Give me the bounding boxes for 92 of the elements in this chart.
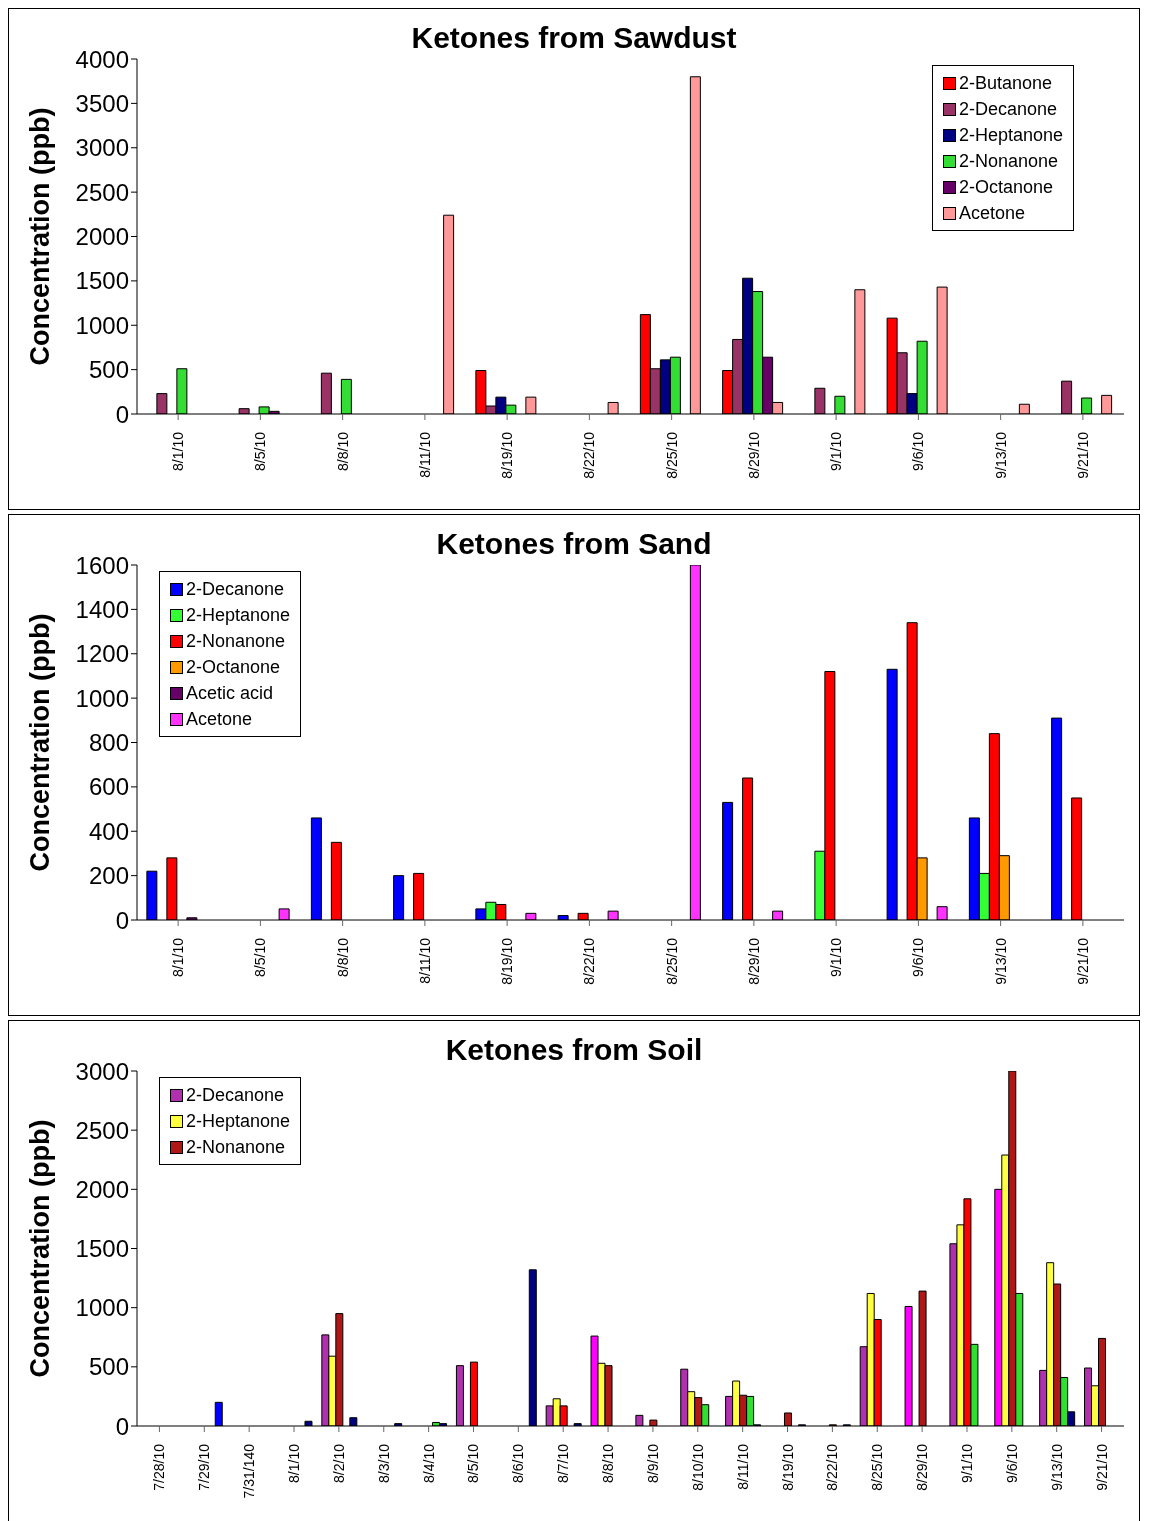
chart-title: Ketones from Soil: [445, 1033, 703, 1066]
y-tick-label: 2000: [75, 223, 129, 251]
y-tick-label: 1000: [75, 684, 129, 712]
y-axis-title: Concentration (ppb): [24, 1119, 55, 1378]
y-tick-label: 2500: [75, 1116, 129, 1144]
y-tick-label: 0: [115, 400, 129, 428]
x-tick-label: 8/11/10: [416, 937, 433, 984]
y-tick-label: 1400: [75, 595, 129, 623]
x-tick-label: 9/6/10: [910, 431, 927, 471]
x-tick-label: 8/29/10: [745, 937, 762, 985]
x-tick-label: 8/5/10: [252, 937, 269, 977]
x-tick-label: 7/31/140: [241, 1443, 258, 1499]
x-tick-label: 8/1/10: [286, 1443, 303, 1483]
y-tick-label: 2500: [75, 178, 129, 206]
y-tick-label: 1000: [75, 1294, 129, 1322]
x-tick-label: 9/1/10: [828, 937, 845, 977]
legend-label: 2-Butanone: [958, 72, 1052, 95]
legend-label: 2-Nonanone: [958, 150, 1058, 173]
x-tick-label: 8/11/10: [734, 1443, 751, 1490]
legend-label: 2-Decanone: [958, 98, 1057, 121]
x-tick-label: 8/5/10: [465, 1443, 482, 1483]
y-tick-label: 3000: [75, 1057, 129, 1085]
x-tick-label: 8/25/10: [663, 431, 680, 479]
y-tick-label: 600: [88, 773, 129, 801]
legend-label: Acetone: [186, 708, 253, 731]
x-tick-label: 9/13/10: [1048, 1443, 1065, 1491]
x-tick-label: 8/19/10: [779, 1443, 796, 1491]
x-tick-label: 8/6/10: [510, 1443, 527, 1483]
legend-label: Acetone: [958, 202, 1025, 225]
x-tick-label: 8/10/10: [689, 1443, 706, 1491]
x-tick-label: 8/8/10: [334, 431, 351, 471]
x-tick-label: 8/2/10: [330, 1443, 347, 1483]
x-tick-label: 8/22/10: [824, 1443, 841, 1491]
y-tick-label: 1000: [75, 311, 129, 339]
x-tick-label: 8/1/10: [170, 431, 187, 471]
x-tick-label: 9/6/10: [1003, 1443, 1020, 1483]
y-tick-label: 0: [115, 1412, 129, 1440]
y-tick-label: 0: [115, 906, 129, 934]
x-tick-label: 8/4/10: [420, 1443, 437, 1483]
y-tick-label: 1500: [75, 267, 129, 295]
x-tick-label: 7/29/10: [196, 1443, 213, 1491]
x-tick-label: 8/29/10: [914, 1443, 931, 1491]
x-tick-label: 9/1/10: [958, 1443, 975, 1483]
legend-label: 2-Heptanone: [186, 604, 291, 627]
legend-label: 2-Octanone: [958, 176, 1053, 199]
legend-label: 2-Nonanone: [186, 630, 286, 653]
legend-label: 2-Heptanone: [186, 1110, 291, 1133]
x-tick-label: 8/19/10: [499, 937, 516, 985]
y-tick-label: 400: [88, 817, 129, 845]
y-tick-label: 4000: [75, 45, 129, 73]
x-tick-label: 8/8/10: [334, 937, 351, 977]
x-tick-label: 7/28/10: [151, 1443, 168, 1491]
x-tick-label: 9/6/10: [910, 937, 927, 977]
y-tick-label: 800: [88, 729, 129, 757]
y-tick-label: 1500: [75, 1235, 129, 1263]
y-tick-label: 200: [88, 862, 129, 890]
legend-label: 2-Octanone: [186, 656, 281, 679]
x-tick-label: 8/22/10: [581, 431, 598, 479]
x-tick-label: 8/11/10: [416, 431, 433, 478]
legend-label: 2-Decanone: [186, 578, 285, 601]
legend-label: 2-Heptanone: [958, 124, 1063, 147]
y-tick-label: 1200: [75, 640, 129, 668]
x-tick-label: 9/13/10: [992, 937, 1009, 985]
y-tick-label: 500: [88, 1353, 129, 1381]
x-tick-label: 9/21/10: [1074, 431, 1091, 479]
x-tick-label: 8/8/10: [600, 1443, 617, 1483]
x-tick-label: 9/21/10: [1093, 1443, 1110, 1491]
chart-title: Ketones from Sawdust: [411, 21, 737, 54]
y-tick-label: 1600: [75, 551, 129, 579]
y-tick-label: 3000: [75, 134, 129, 162]
x-tick-label: 8/3/10: [375, 1443, 392, 1483]
x-tick-label: 8/25/10: [869, 1443, 886, 1491]
x-tick-label: 9/13/10: [992, 431, 1009, 479]
x-tick-label: 8/1/10: [170, 937, 187, 977]
y-axis-title: Concentration (ppb): [24, 107, 55, 366]
y-tick-label: 2000: [75, 1175, 129, 1203]
y-axis-title: Concentration (ppb): [24, 613, 55, 872]
legend-label: Acetic acid: [186, 682, 274, 705]
x-tick-label: 8/5/10: [252, 431, 269, 471]
x-tick-label: 8/29/10: [745, 431, 762, 479]
x-tick-label: 8/9/10: [644, 1443, 661, 1483]
chart-title: Ketones from Sand: [436, 527, 712, 560]
y-tick-label: 3500: [75, 89, 129, 117]
x-tick-label: 8/7/10: [555, 1443, 572, 1483]
legend-label: 2-Nonanone: [186, 1136, 286, 1159]
x-tick-label: 8/25/10: [663, 937, 680, 985]
y-tick-label: 500: [88, 356, 129, 384]
x-tick-label: 9/1/10: [828, 431, 845, 471]
x-tick-label: 8/22/10: [581, 937, 598, 985]
legend-label: 2-Decanone: [186, 1084, 285, 1107]
x-tick-label: 8/19/10: [499, 431, 516, 479]
x-tick-label: 9/21/10: [1074, 937, 1091, 985]
